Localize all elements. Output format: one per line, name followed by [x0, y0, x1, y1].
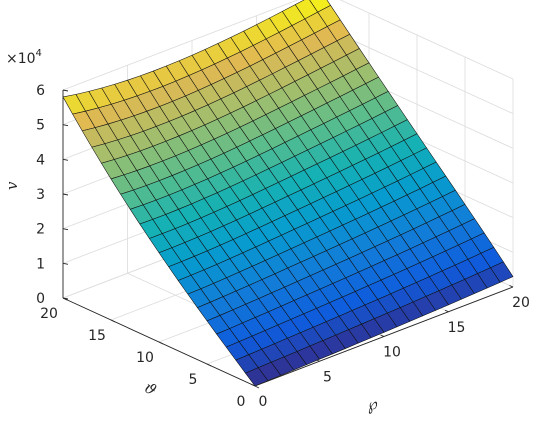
y-tick-label: 20 — [40, 306, 58, 322]
z-tick-label: 6 — [36, 83, 45, 99]
y-axis-label: ϑ — [141, 379, 160, 400]
x-tick-label: 0 — [259, 394, 268, 410]
z-tick-label: 3 — [36, 187, 45, 203]
y-tick-mark — [110, 319, 116, 323]
z-tick-mark — [62, 297, 69, 300]
z-tick-label: 5 — [36, 118, 45, 134]
z-tick-mark — [62, 89, 69, 92]
x-tick-mark — [380, 334, 385, 337]
x-tick-label: 20 — [512, 295, 530, 311]
z-tick-label: 1 — [36, 256, 45, 272]
wall-grid-line — [62, 0, 299, 91]
y-tick-label: 0 — [237, 394, 246, 410]
z-tick-mark — [62, 228, 69, 231]
surface-layer — [62, 0, 514, 387]
z-tick-mark — [62, 124, 69, 127]
z-exponent-label: ×104 — [6, 48, 42, 67]
z-tick-mark — [62, 193, 69, 196]
z-tick-label: 0 — [36, 291, 45, 307]
wall-grid-line — [339, 0, 514, 80]
y-tick-mark — [254, 385, 260, 389]
y-tick-label: 10 — [136, 350, 154, 366]
y-tick-mark — [158, 341, 164, 345]
x-tick-label: 10 — [383, 345, 401, 361]
z-tick-mark — [62, 262, 69, 265]
z-tick-mark — [62, 158, 69, 161]
x-tick-mark — [251, 384, 256, 387]
y-tick-label: 5 — [189, 372, 198, 388]
z-tick-label: 4 — [36, 152, 45, 168]
x-tick-label: 5 — [323, 369, 332, 385]
x-tick-label: 15 — [448, 320, 466, 336]
y-tick-label: 15 — [88, 328, 106, 344]
x-tick-mark — [315, 359, 320, 362]
x-tick-mark — [444, 309, 449, 313]
x-tick-mark — [509, 285, 514, 288]
y-tick-mark — [206, 363, 212, 367]
z-axis-label: v — [3, 181, 21, 190]
x-axis-label: ℘ — [364, 394, 381, 415]
z-tick-label: 2 — [36, 222, 45, 238]
